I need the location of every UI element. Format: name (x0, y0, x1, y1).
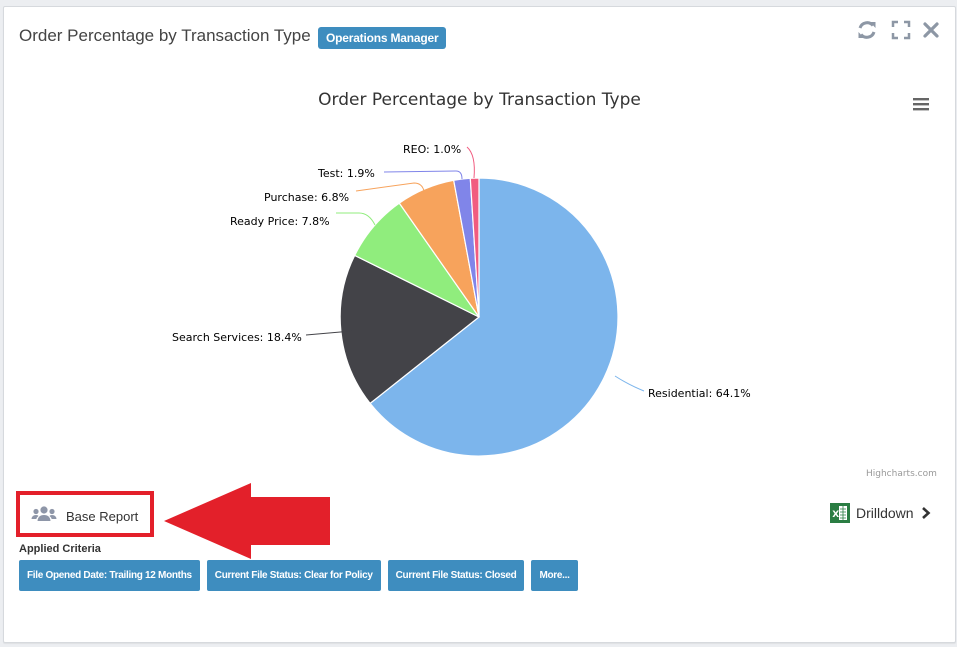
expand-icon[interactable] (890, 19, 912, 41)
criteria-more-button[interactable]: More... (531, 560, 578, 591)
drilldown-button[interactable]: X Drilldown (830, 503, 932, 523)
criteria-chip-status-clear-for-policy[interactable]: Current File Status: Clear for Policy (206, 560, 381, 591)
base-report-label: Base Report (66, 509, 139, 524)
label-reo: REO: 1.0% (403, 143, 461, 156)
drilldown-label: Drilldown (856, 505, 914, 521)
refresh-icon[interactable] (856, 19, 878, 41)
excel-icon: X (830, 503, 850, 523)
panel-title: Order Percentage by Transaction Type (19, 26, 311, 45)
close-icon[interactable] (920, 19, 942, 41)
applied-criteria-label: Applied Criteria (19, 543, 101, 555)
chart-title: Order Percentage by Transaction Type (318, 90, 641, 110)
chevron-right-icon (921, 507, 931, 519)
pie-chart: Residential: 64.1% Search Services: 18.4… (172, 143, 751, 457)
label-search-services: Search Services: 18.4% (172, 331, 302, 344)
criteria-chip-status-closed[interactable]: Current File Status: Closed (387, 560, 525, 591)
label-purchase: Purchase: 6.8% (264, 191, 349, 204)
report-panel: Order Percentage by Transaction Type Ope… (3, 6, 956, 643)
role-badge: Operations Manager (318, 27, 447, 49)
hamburger-menu-icon[interactable] (912, 96, 930, 112)
label-ready-price: Ready Price: 7.8% (230, 215, 330, 228)
label-test: Test: 1.9% (317, 167, 375, 180)
svg-text:X: X (832, 510, 839, 520)
slice-reo[interactable] (469, 177, 480, 318)
users-icon (31, 506, 57, 521)
red-arrow-annotation (164, 483, 330, 559)
slice-residential[interactable] (369, 177, 619, 457)
highcharts-credits[interactable]: Highcharts.com (866, 469, 937, 479)
label-residential: Residential: 64.1% (648, 387, 751, 400)
criteria-chip-file-opened-date[interactable]: File Opened Date: Trailing 12 Months (19, 560, 200, 591)
base-report-button[interactable]: Base Report (16, 491, 154, 537)
criteria-chips: File Opened Date: Trailing 12 Months Cur… (19, 560, 578, 591)
